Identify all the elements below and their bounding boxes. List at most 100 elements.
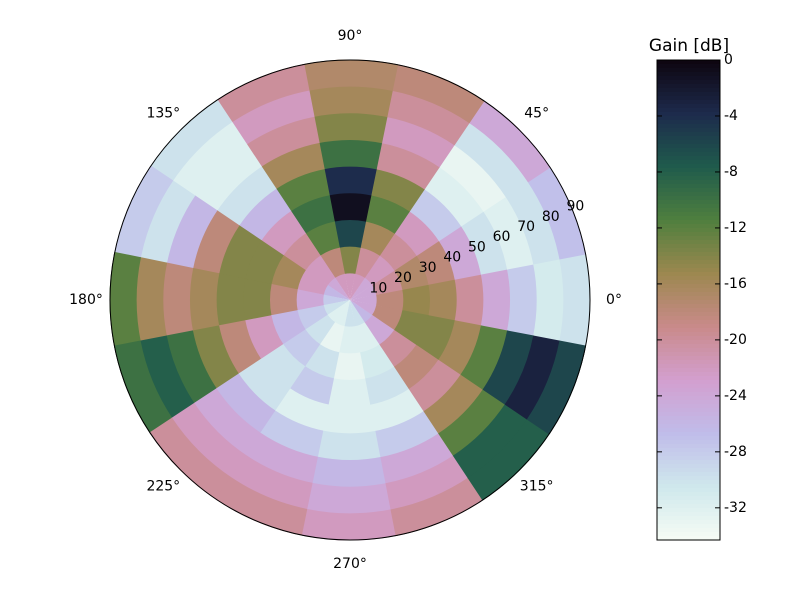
heat-cell [355, 247, 381, 278]
heat-cell [350, 300, 377, 316]
colorbar-swatch [657, 220, 720, 225]
heat-cell [364, 314, 395, 345]
heat-cell [559, 251, 591, 349]
colorbar-tick-label: -20 [724, 332, 747, 348]
colorbar-swatch [657, 256, 720, 261]
colorbar-swatch [657, 388, 720, 393]
colorbar-swatch [657, 232, 720, 237]
colorbar-swatch [657, 392, 720, 397]
heat-cell [334, 273, 350, 300]
heat-cell [480, 267, 511, 333]
heat-cell [355, 322, 381, 353]
heat-cell [460, 325, 508, 390]
heat-cell [113, 165, 174, 260]
colorbar-swatch [657, 124, 720, 129]
colorbar-swatch [657, 192, 720, 197]
colorbar-swatch [657, 292, 720, 297]
heat-cell [301, 509, 399, 541]
colorbar-swatch [657, 512, 720, 517]
heat-cell [394, 210, 440, 256]
colorbar-swatch [657, 360, 720, 365]
colorbar-swatch [657, 132, 720, 137]
heat-cell [317, 430, 383, 461]
heat-cell [215, 476, 310, 537]
colorbar-swatch [657, 156, 720, 161]
heat-cell [328, 192, 372, 222]
heat-cell [526, 165, 587, 260]
colorbar-swatch [657, 308, 720, 313]
colorbar-swatch [657, 432, 720, 437]
heat-cell [275, 168, 330, 212]
colorbar-swatch [657, 228, 720, 233]
colorbar-swatch [657, 208, 720, 213]
colorbar-swatch [657, 172, 720, 177]
r-tick-label: 50 [468, 239, 486, 255]
heat-cell [166, 195, 218, 270]
heat-cell [216, 273, 246, 327]
colorbar-swatch [657, 116, 720, 121]
heat-cell [438, 225, 482, 280]
heat-cell [216, 373, 277, 434]
heat-cell [140, 180, 196, 265]
heat-cell [504, 180, 560, 265]
r-tick-label: 20 [394, 270, 412, 286]
colorbar-swatch [657, 508, 720, 513]
colorbar-tick-label: -28 [724, 444, 747, 460]
colorbar-swatch [657, 488, 720, 493]
colorbar-swatch [657, 64, 720, 69]
heat-cell [428, 278, 458, 322]
colorbar-swatch [657, 476, 720, 481]
heat-cell [238, 188, 292, 242]
colorbar-swatch [657, 316, 720, 321]
colorbar-swatch [657, 416, 720, 421]
heat-cell [307, 86, 393, 118]
heat-cell [364, 255, 395, 286]
heat-cell [245, 116, 320, 168]
heat-cell [333, 219, 367, 248]
heat-cell [394, 254, 430, 290]
heat-cell [305, 314, 336, 345]
heat-cell [218, 225, 262, 280]
heat-cell [380, 116, 455, 168]
heat-cell [238, 358, 292, 412]
heat-cell [460, 210, 508, 275]
heat-cell [244, 239, 284, 285]
heat-cell [270, 254, 306, 290]
heat-cell [215, 63, 310, 124]
colorbar-swatch [657, 180, 720, 185]
heat-cell [350, 277, 373, 300]
heat-cell [289, 194, 335, 234]
heat-cell [327, 277, 350, 300]
heat-cell [296, 289, 324, 311]
colorbar-swatch [657, 356, 720, 361]
heat-cell [260, 410, 325, 458]
heat-cell [136, 257, 168, 343]
heat-cell [312, 456, 388, 488]
heat-cell [452, 402, 529, 479]
colorbar-swatch [657, 260, 720, 265]
colorbar-swatch [657, 120, 720, 125]
theta-tick-label: 0° [606, 292, 622, 308]
heat-cell [333, 352, 367, 381]
heat-cell [334, 300, 350, 327]
polar-frame [109, 59, 591, 541]
colorbar-swatch [657, 96, 720, 101]
heat-cell [109, 251, 141, 349]
r-tick-label: 80 [542, 209, 560, 225]
heat-cell [244, 315, 284, 361]
heat-cell [260, 344, 306, 390]
colorbar-swatch [657, 268, 720, 273]
heat-cell [260, 142, 325, 190]
colorbar-swatch [657, 60, 720, 65]
colorbar-tick-label: 0 [724, 52, 733, 68]
heat-cell [322, 294, 350, 306]
colorbar-swatch [657, 524, 720, 529]
heat-cell [275, 388, 330, 432]
colorbar-swatch [657, 484, 720, 489]
heat-cell [149, 417, 233, 501]
heat-cell [189, 267, 220, 333]
theta-tick-label: 315° [520, 479, 554, 495]
colorbar-swatch [657, 264, 720, 269]
colorbar-swatch [657, 444, 720, 449]
colorbar-tick-label: -8 [724, 164, 738, 180]
